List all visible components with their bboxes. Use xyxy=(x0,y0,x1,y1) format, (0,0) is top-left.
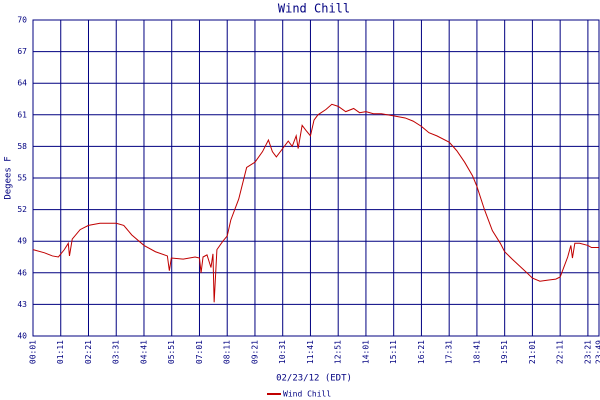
x-tick-label: 01:11 xyxy=(56,340,65,364)
x-tick-label: 03:31 xyxy=(112,340,121,364)
y-tick-label: 46 xyxy=(17,268,27,277)
y-tick-label: 67 xyxy=(17,47,27,56)
y-tick-label: 40 xyxy=(17,332,27,341)
x-tick-label: 04:41 xyxy=(139,340,148,364)
y-tick-label: 55 xyxy=(17,174,27,183)
plot-frame xyxy=(32,19,600,337)
y-tick-label: 52 xyxy=(17,205,27,214)
x-tick-label: 12:51 xyxy=(334,340,343,364)
x-tick-label: 00:01 xyxy=(29,340,38,364)
y-tick-label: 49 xyxy=(17,237,27,246)
x-tick-label: 19:51 xyxy=(500,340,509,364)
x-tick-label: 08:11 xyxy=(223,340,232,364)
x-tick-label: 09:21 xyxy=(250,340,259,364)
data-line xyxy=(32,103,599,303)
x-tick-label: 07:01 xyxy=(195,340,204,364)
y-tick-label: 58 xyxy=(17,142,27,151)
x-tick-label: 17:31 xyxy=(445,340,454,364)
y-tick-label: 61 xyxy=(17,110,27,119)
x-tick-label: 22:11 xyxy=(556,340,565,364)
x-axis-title: 02/23/12 (EDT) xyxy=(276,374,352,384)
y-tick-label: 70 xyxy=(17,16,27,25)
y-tick-label: 43 xyxy=(17,300,27,309)
x-tick-label: 02:21 xyxy=(84,340,93,364)
x-tick-label: 21:01 xyxy=(528,340,537,364)
x-tick-label: 11:41 xyxy=(306,340,315,364)
x-tick-label: 16:21 xyxy=(417,340,426,364)
x-tick-label: 23:49 xyxy=(595,340,600,364)
x-tick-label: 14:01 xyxy=(361,340,370,364)
x-tick-label: 15:11 xyxy=(389,340,398,364)
y-tick-label: 64 xyxy=(17,79,27,88)
x-tick-label: 23:21 xyxy=(583,340,592,364)
legend-label: Wind Chill xyxy=(283,390,331,399)
x-tick-label: 18:41 xyxy=(472,340,481,364)
x-tick-label: 10:31 xyxy=(278,340,287,364)
x-tick-label: 05:51 xyxy=(167,340,176,364)
chart-title: Wind Chill xyxy=(278,2,350,16)
y-axis-title: Degees F xyxy=(4,156,14,199)
